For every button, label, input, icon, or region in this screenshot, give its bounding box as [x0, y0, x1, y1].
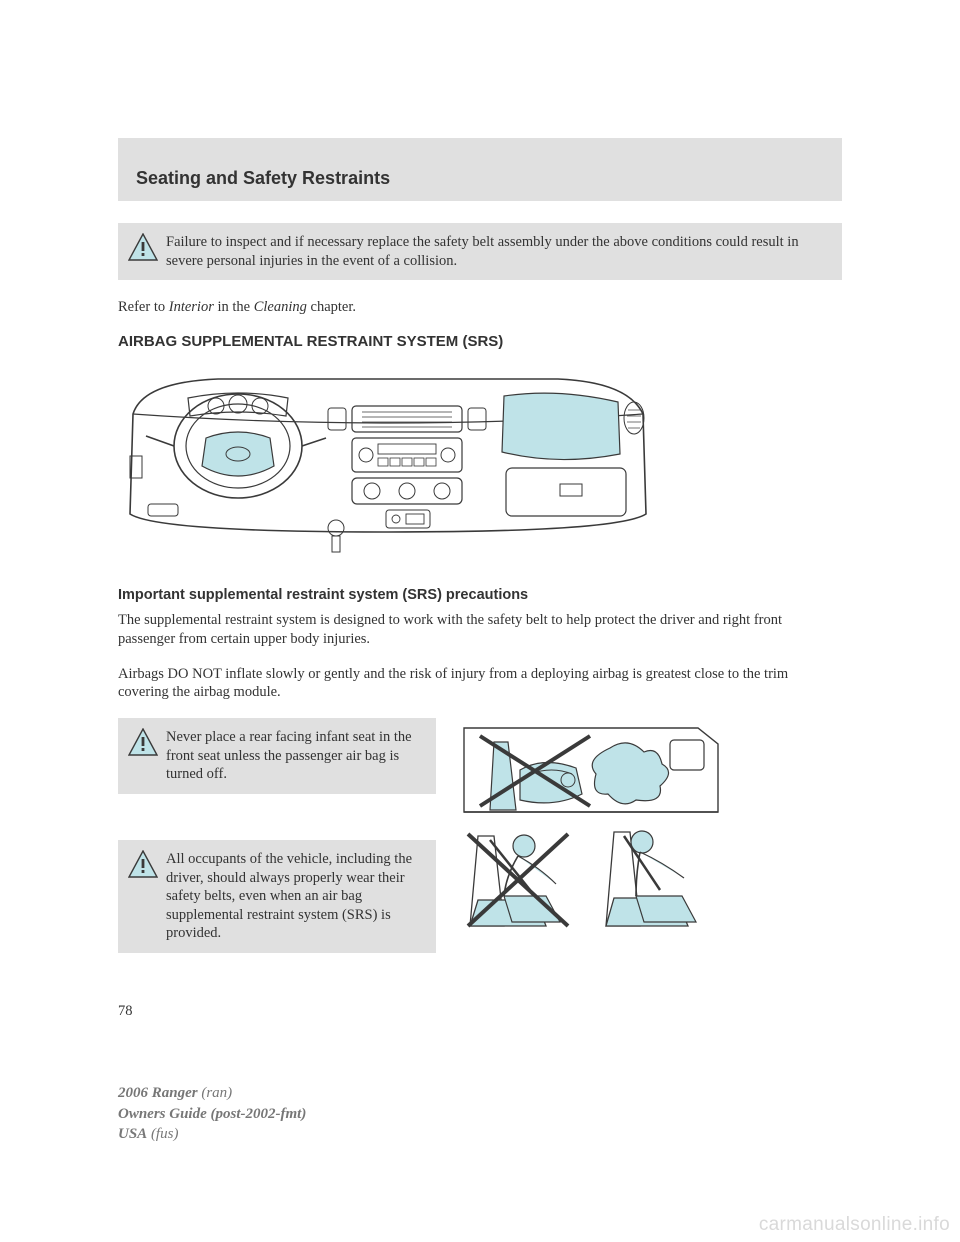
chapter-header: Seating and Safety Restraints	[118, 138, 842, 201]
warning-figure-row: Never place a rear facing infant seat in…	[118, 718, 842, 970]
footer-model: 2006 Ranger	[118, 1085, 198, 1101]
warning-rear-facing-text: Never place a rear facing infant seat in…	[166, 728, 422, 784]
page-number: 78	[118, 1003, 842, 1020]
srs-subheading: Important supplemental restraint system …	[118, 587, 842, 603]
warning-occupants-text: All occupants of the vehicle, including …	[166, 850, 422, 943]
footer-guide: Owners Guide (post-2002-fmt)	[118, 1104, 306, 1124]
chapter-title: Seating and Safety Restraints	[136, 168, 824, 189]
watermark: carmanualsonline.info	[759, 1214, 950, 1236]
dashboard-illustration	[118, 364, 842, 569]
warning-occupants: All occupants of the vehicle, including …	[118, 840, 436, 953]
para-srs-2: Airbags DO NOT inflate slowly or gently …	[118, 665, 842, 703]
restraint-illustration	[460, 722, 842, 947]
footer-block: 2006 Ranger (ran) Owners Guide (post-200…	[118, 1083, 306, 1144]
footer-region-suffix: (fus)	[147, 1126, 178, 1142]
warning-inspect: Failure to inspect and if necessary repl…	[118, 223, 842, 280]
refer-mid: in the	[214, 299, 254, 315]
refer-interior: Interior	[169, 299, 214, 315]
refer-post: chapter.	[307, 299, 356, 315]
page-content: Seating and Safety Restraints Failure to…	[118, 138, 842, 1020]
srs-heading: AIRBAG SUPPLEMENTAL RESTRAINT SYSTEM (SR…	[118, 333, 842, 350]
footer-region: USA	[118, 1126, 147, 1142]
warning-inspect-text: Failure to inspect and if necessary repl…	[166, 233, 828, 270]
footer-model-suffix: (ran)	[198, 1085, 233, 1101]
refer-pre: Refer to	[118, 299, 169, 315]
warning-triangle-icon	[128, 850, 158, 878]
warning-column: Never place a rear facing infant seat in…	[118, 718, 436, 970]
refer-line: Refer to Interior in the Cleaning chapte…	[118, 298, 842, 317]
refer-cleaning: Cleaning	[254, 299, 307, 315]
warning-rear-facing: Never place a rear facing infant seat in…	[118, 718, 436, 794]
para-srs-1: The supplemental restraint system is des…	[118, 611, 842, 649]
warning-triangle-icon	[128, 233, 158, 261]
warning-triangle-icon	[128, 728, 158, 756]
